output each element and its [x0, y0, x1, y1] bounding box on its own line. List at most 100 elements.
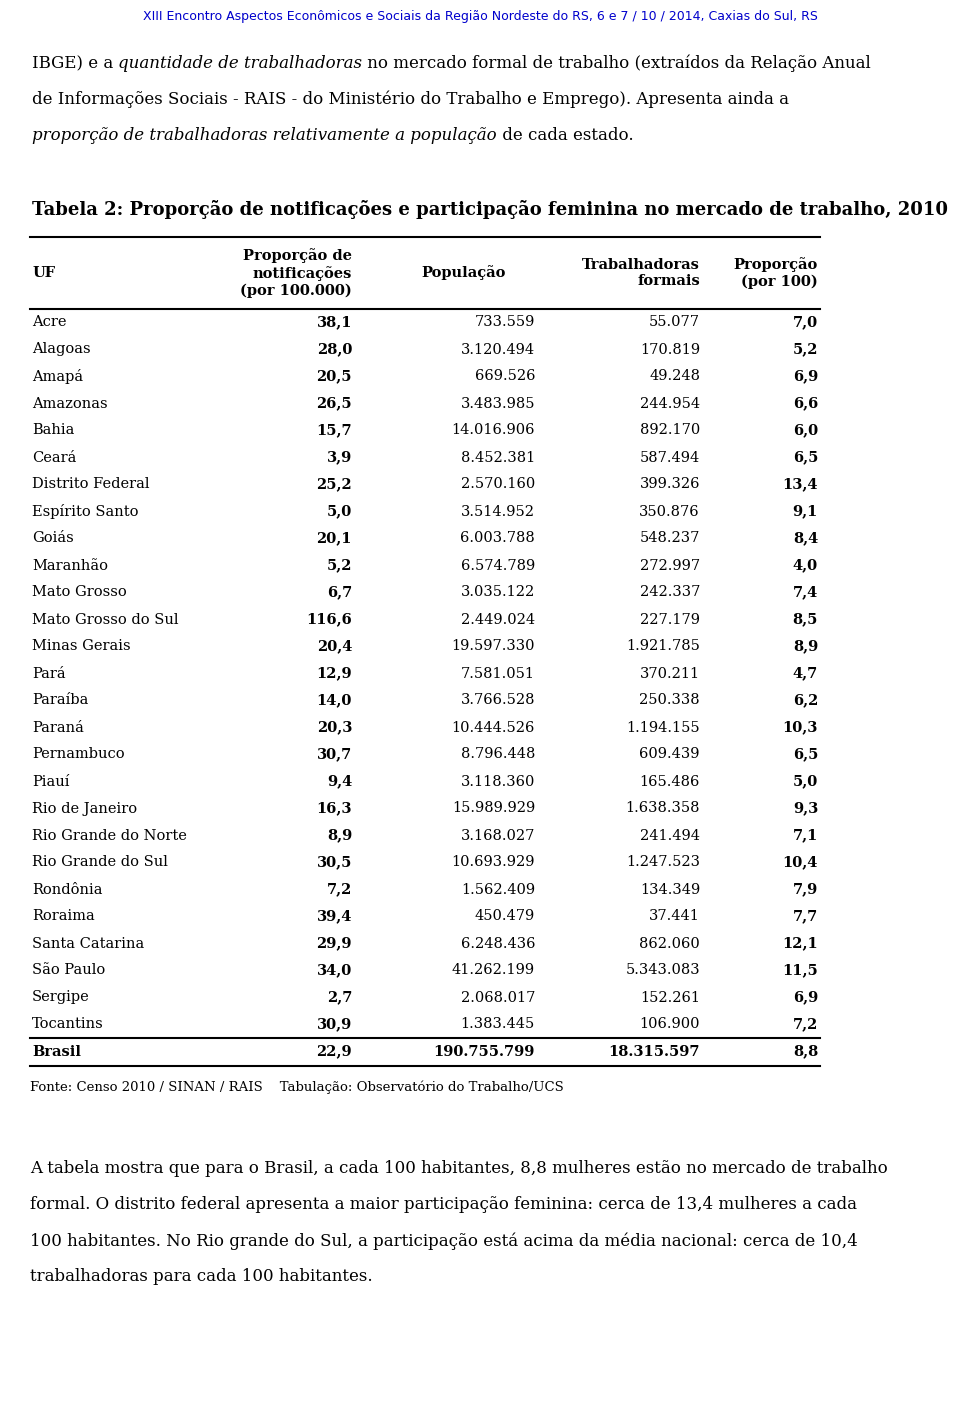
Text: 6.003.788: 6.003.788 [460, 531, 535, 545]
Text: 7,1: 7,1 [793, 829, 818, 842]
Text: Distrito Federal: Distrito Federal [32, 478, 150, 491]
Text: A tabela mostra que para o Brasil, a cada 100 habitantes, 8,8 mulheres estão no : A tabela mostra que para o Brasil, a cad… [30, 1160, 888, 1177]
Text: 20,3: 20,3 [317, 721, 352, 735]
Text: 5.343.083: 5.343.083 [625, 963, 700, 977]
Text: 272.997: 272.997 [640, 558, 700, 572]
Text: 22,9: 22,9 [317, 1045, 352, 1059]
Text: 6,9: 6,9 [793, 370, 818, 384]
Text: 12,1: 12,1 [782, 936, 818, 950]
Text: 116,6: 116,6 [306, 612, 352, 626]
Text: de Informações Sociais - RAIS - do Ministério do Trabalho e Emprego). Apresenta : de Informações Sociais - RAIS - do Minis… [32, 91, 789, 108]
Text: Rio de Janeiro: Rio de Janeiro [32, 802, 137, 815]
Text: 1.638.358: 1.638.358 [626, 802, 700, 815]
Text: 49.248: 49.248 [649, 370, 700, 384]
Text: 3.483.985: 3.483.985 [461, 397, 535, 411]
Text: 2,7: 2,7 [326, 990, 352, 1005]
Text: 15,7: 15,7 [317, 424, 352, 438]
Text: 14.016.906: 14.016.906 [451, 424, 535, 438]
Text: 14,0: 14,0 [317, 694, 352, 708]
Text: 30,7: 30,7 [317, 748, 352, 762]
Text: 242.337: 242.337 [639, 585, 700, 599]
Text: Mato Grosso: Mato Grosso [32, 585, 127, 599]
Text: 669.526: 669.526 [474, 370, 535, 384]
Text: Bahia: Bahia [32, 424, 74, 438]
Text: Trabalhadoras
formais: Trabalhadoras formais [582, 258, 700, 288]
Text: 250.338: 250.338 [639, 694, 700, 708]
Text: 244.954: 244.954 [640, 397, 700, 411]
Text: 7,2: 7,2 [326, 882, 352, 896]
Text: proporção de trabalhadoras relativamente a população: proporção de trabalhadoras relativamente… [32, 127, 496, 144]
Text: Rio Grande do Norte: Rio Grande do Norte [32, 829, 187, 842]
Text: 39,4: 39,4 [317, 909, 352, 923]
Text: 15.989.929: 15.989.929 [452, 802, 535, 815]
Text: 41.262.199: 41.262.199 [452, 963, 535, 977]
Text: 6,0: 6,0 [793, 424, 818, 438]
Text: 9,1: 9,1 [793, 505, 818, 518]
Text: Alagoas: Alagoas [32, 342, 90, 357]
Text: 37.441: 37.441 [649, 909, 700, 923]
Text: 5,2: 5,2 [793, 342, 818, 357]
Text: quantidade de trabalhadoras: quantidade de trabalhadoras [118, 56, 363, 71]
Text: 30,9: 30,9 [317, 1017, 352, 1032]
Text: Sergipe: Sergipe [32, 990, 89, 1005]
Text: 2.570.160: 2.570.160 [461, 478, 535, 491]
Text: Rio Grande do Sul: Rio Grande do Sul [32, 856, 168, 869]
Text: 3.120.494: 3.120.494 [461, 342, 535, 357]
Text: Roraima: Roraima [32, 909, 95, 923]
Text: 29,9: 29,9 [317, 936, 352, 950]
Text: 8,5: 8,5 [793, 612, 818, 626]
Text: Espírito Santo: Espírito Santo [32, 504, 138, 519]
Text: 450.479: 450.479 [475, 909, 535, 923]
Text: 30,5: 30,5 [317, 856, 352, 869]
Text: 26,5: 26,5 [317, 397, 352, 411]
Text: 4,7: 4,7 [793, 666, 818, 681]
Text: Minas Gerais: Minas Gerais [32, 639, 131, 654]
Text: São Paulo: São Paulo [32, 963, 106, 977]
Text: 6,5: 6,5 [793, 451, 818, 465]
Text: 100 habitantes. No Rio grande do Sul, a participação está acima da média naciona: 100 habitantes. No Rio grande do Sul, a … [30, 1232, 857, 1250]
Text: 165.486: 165.486 [639, 775, 700, 789]
Text: Paraíba: Paraíba [32, 694, 88, 708]
Text: Tocantins: Tocantins [32, 1017, 104, 1032]
Text: 3.035.122: 3.035.122 [461, 585, 535, 599]
Text: Brasil: Brasil [32, 1045, 81, 1059]
Text: 3.168.027: 3.168.027 [461, 829, 535, 842]
Text: 733.559: 733.559 [474, 315, 535, 330]
Text: 7,2: 7,2 [793, 1017, 818, 1032]
Text: formal. O distrito federal apresenta a maior participação feminina: cerca de 13,: formal. O distrito federal apresenta a m… [30, 1196, 857, 1213]
Text: Amazonas: Amazonas [32, 397, 108, 411]
Text: 20,5: 20,5 [317, 370, 352, 384]
Text: 25,2: 25,2 [316, 478, 352, 491]
Text: Maranhão: Maranhão [32, 558, 108, 572]
Text: 1.562.409: 1.562.409 [461, 882, 535, 896]
Text: 20,1: 20,1 [317, 531, 352, 545]
Text: 10,3: 10,3 [782, 721, 818, 735]
Text: 227.179: 227.179 [640, 612, 700, 626]
Text: 10.693.929: 10.693.929 [451, 856, 535, 869]
Text: Amapá: Amapá [32, 370, 84, 384]
Text: IBGE) e a: IBGE) e a [32, 56, 118, 71]
Text: 11,5: 11,5 [782, 963, 818, 977]
Text: 241.494: 241.494 [640, 829, 700, 842]
Text: 1.383.445: 1.383.445 [461, 1017, 535, 1032]
Text: 4,0: 4,0 [793, 558, 818, 572]
Text: Pernambuco: Pernambuco [32, 748, 125, 762]
Text: trabalhadoras para cada 100 habitantes.: trabalhadoras para cada 100 habitantes. [30, 1269, 372, 1284]
Text: de cada estado.: de cada estado. [496, 127, 634, 144]
Text: Piauí: Piauí [32, 775, 69, 789]
Text: 134.349: 134.349 [639, 882, 700, 896]
Text: Rondônia: Rondônia [32, 882, 103, 896]
Text: Goiás: Goiás [32, 531, 74, 545]
Text: 892.170: 892.170 [639, 424, 700, 438]
Text: 2.449.024: 2.449.024 [461, 612, 535, 626]
Text: 2.068.017: 2.068.017 [461, 990, 535, 1005]
Text: 6,2: 6,2 [793, 694, 818, 708]
Text: 152.261: 152.261 [640, 990, 700, 1005]
Text: 28,0: 28,0 [317, 342, 352, 357]
Text: 1.921.785: 1.921.785 [626, 639, 700, 654]
Text: 55.077: 55.077 [649, 315, 700, 330]
Text: Proporção de
notificações
(por 100.000): Proporção de notificações (por 100.000) [240, 248, 352, 298]
Text: 19.597.330: 19.597.330 [451, 639, 535, 654]
Text: 8,8: 8,8 [793, 1045, 818, 1059]
Text: 5,0: 5,0 [793, 775, 818, 789]
